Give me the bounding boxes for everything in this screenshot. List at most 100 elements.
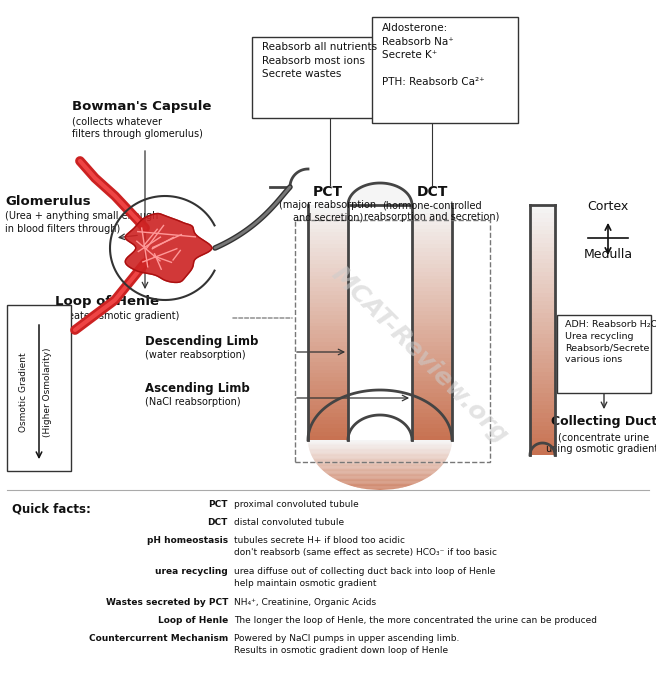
Polygon shape bbox=[530, 343, 555, 347]
Text: DCT: DCT bbox=[417, 185, 447, 199]
Polygon shape bbox=[530, 301, 555, 305]
Polygon shape bbox=[308, 205, 348, 209]
Polygon shape bbox=[412, 303, 452, 307]
Polygon shape bbox=[530, 330, 555, 334]
Polygon shape bbox=[308, 291, 348, 295]
Polygon shape bbox=[308, 444, 452, 445]
FancyBboxPatch shape bbox=[7, 305, 71, 471]
Polygon shape bbox=[530, 284, 555, 288]
Polygon shape bbox=[530, 276, 555, 280]
Polygon shape bbox=[530, 372, 555, 376]
Polygon shape bbox=[412, 268, 452, 272]
Polygon shape bbox=[308, 446, 451, 447]
Text: Collecting Duct: Collecting Duct bbox=[551, 415, 656, 428]
Polygon shape bbox=[412, 288, 452, 291]
Polygon shape bbox=[318, 465, 442, 466]
Polygon shape bbox=[308, 354, 348, 358]
Polygon shape bbox=[308, 442, 452, 443]
Polygon shape bbox=[412, 385, 452, 389]
Polygon shape bbox=[412, 354, 452, 358]
Text: MCAT-Review.org: MCAT-Review.org bbox=[327, 262, 513, 448]
Polygon shape bbox=[530, 313, 555, 317]
Polygon shape bbox=[530, 401, 555, 405]
Polygon shape bbox=[316, 463, 443, 464]
Polygon shape bbox=[308, 409, 348, 413]
Polygon shape bbox=[308, 307, 348, 311]
Polygon shape bbox=[308, 233, 348, 237]
Polygon shape bbox=[530, 334, 555, 338]
Polygon shape bbox=[412, 338, 452, 342]
Polygon shape bbox=[530, 388, 555, 392]
Polygon shape bbox=[323, 471, 437, 472]
Polygon shape bbox=[308, 441, 452, 442]
Polygon shape bbox=[308, 420, 348, 424]
Polygon shape bbox=[308, 428, 348, 432]
Polygon shape bbox=[312, 455, 449, 456]
Text: Osmotic Gradient: Osmotic Gradient bbox=[20, 352, 28, 432]
Polygon shape bbox=[412, 428, 452, 432]
Polygon shape bbox=[412, 248, 452, 252]
Polygon shape bbox=[308, 365, 348, 369]
Polygon shape bbox=[308, 389, 348, 393]
Polygon shape bbox=[308, 330, 348, 334]
Polygon shape bbox=[322, 470, 438, 471]
Polygon shape bbox=[530, 268, 555, 272]
Polygon shape bbox=[312, 456, 448, 457]
Polygon shape bbox=[412, 240, 452, 244]
Polygon shape bbox=[310, 450, 451, 451]
Text: Medulla: Medulla bbox=[583, 248, 632, 261]
Polygon shape bbox=[412, 365, 452, 369]
Polygon shape bbox=[412, 393, 452, 397]
Polygon shape bbox=[308, 350, 348, 354]
Polygon shape bbox=[412, 314, 452, 319]
Polygon shape bbox=[412, 409, 452, 413]
Polygon shape bbox=[530, 309, 555, 313]
Text: PCT: PCT bbox=[313, 185, 343, 199]
Polygon shape bbox=[530, 338, 555, 343]
Text: DCT: DCT bbox=[208, 518, 228, 527]
Text: PCT: PCT bbox=[209, 500, 228, 509]
Polygon shape bbox=[316, 462, 444, 463]
Polygon shape bbox=[530, 355, 555, 359]
Polygon shape bbox=[308, 248, 348, 252]
Polygon shape bbox=[530, 442, 555, 447]
Polygon shape bbox=[412, 260, 452, 264]
Polygon shape bbox=[412, 350, 452, 354]
Text: Glomerulus: Glomerulus bbox=[5, 195, 91, 208]
Polygon shape bbox=[530, 438, 555, 442]
Polygon shape bbox=[412, 291, 452, 295]
Polygon shape bbox=[308, 326, 348, 330]
Polygon shape bbox=[530, 251, 555, 255]
Polygon shape bbox=[308, 314, 348, 319]
Polygon shape bbox=[314, 460, 446, 461]
Text: proximal convoluted tubule: proximal convoluted tubule bbox=[234, 500, 359, 509]
Polygon shape bbox=[530, 409, 555, 413]
Polygon shape bbox=[308, 319, 348, 323]
Polygon shape bbox=[354, 486, 406, 488]
Text: distal convoluted tubule: distal convoluted tubule bbox=[234, 518, 344, 527]
Polygon shape bbox=[530, 317, 555, 322]
Polygon shape bbox=[308, 416, 348, 420]
Text: (water reabsorption): (water reabsorption) bbox=[145, 350, 245, 360]
Polygon shape bbox=[308, 217, 348, 221]
Polygon shape bbox=[530, 397, 555, 401]
Polygon shape bbox=[308, 436, 348, 440]
Text: (Higher Osmolarity): (Higher Osmolarity) bbox=[43, 347, 52, 437]
Polygon shape bbox=[412, 307, 452, 311]
Polygon shape bbox=[308, 244, 348, 248]
Polygon shape bbox=[326, 473, 434, 474]
Polygon shape bbox=[312, 457, 448, 458]
Text: The longer the loop of Henle, the more concentrated the urine can be produced: The longer the loop of Henle, the more c… bbox=[234, 616, 597, 625]
Polygon shape bbox=[412, 205, 452, 209]
Polygon shape bbox=[530, 422, 555, 426]
Polygon shape bbox=[530, 418, 555, 422]
Polygon shape bbox=[342, 482, 418, 484]
Polygon shape bbox=[412, 397, 452, 401]
Polygon shape bbox=[530, 359, 555, 363]
Polygon shape bbox=[308, 311, 348, 314]
Text: (Urea + anything small enough
in blood filters through): (Urea + anything small enough in blood f… bbox=[5, 211, 158, 234]
Polygon shape bbox=[308, 275, 348, 279]
Polygon shape bbox=[308, 256, 348, 260]
Polygon shape bbox=[530, 347, 555, 351]
Text: Loop of Henle: Loop of Henle bbox=[55, 295, 159, 308]
